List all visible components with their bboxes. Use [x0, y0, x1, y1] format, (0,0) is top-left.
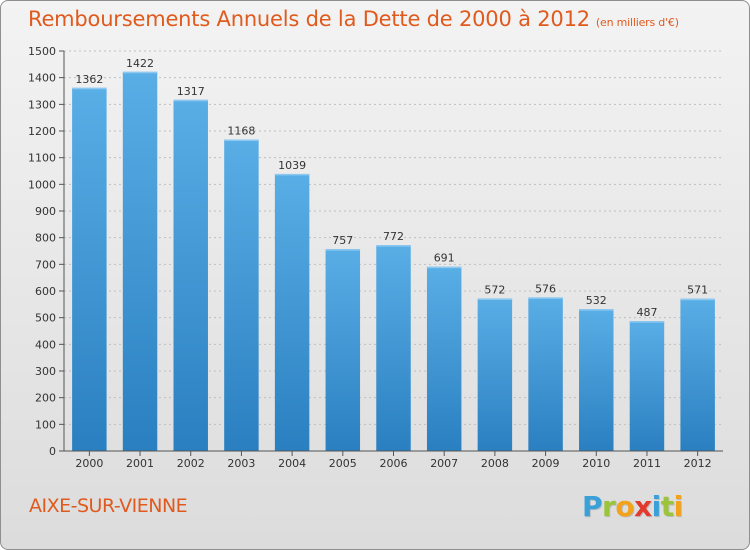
x-tick-label: 2012 [684, 457, 712, 470]
bar-top-edge [224, 139, 259, 142]
y-tick-label: 300 [35, 365, 56, 378]
y-tick-label: 400 [35, 338, 56, 351]
x-tick-label: 2003 [227, 457, 255, 470]
data-label: 571 [687, 284, 708, 297]
bar [477, 298, 513, 451]
y-tick-label: 100 [35, 418, 56, 431]
y-tick-label: 1500 [28, 45, 56, 58]
bar-top-edge [173, 99, 208, 102]
bar [122, 71, 158, 452]
data-label: 1422 [126, 57, 154, 70]
data-label: 1039 [278, 159, 306, 172]
data-label: 487 [636, 306, 657, 319]
data-label: 1317 [177, 85, 205, 98]
bar-top-edge [122, 71, 158, 74]
data-label: 772 [383, 230, 404, 243]
bar [680, 298, 715, 451]
logo-letter: i [651, 490, 662, 523]
bar [426, 266, 462, 451]
bar [528, 297, 563, 451]
chart-title-text: Remboursements Annuels de la Dette de 20… [28, 7, 590, 31]
bar-top-edge [274, 173, 310, 176]
x-tick-label: 2005 [329, 457, 357, 470]
data-label: 532 [586, 294, 607, 307]
x-tick-label: 2007 [430, 457, 458, 470]
y-tick-label: 1100 [28, 152, 56, 165]
bar-top-edge [528, 297, 563, 299]
bar-top-edge [72, 87, 107, 90]
x-tick-label: 2009 [532, 457, 560, 470]
y-tick-label: 200 [35, 392, 56, 405]
bar [376, 245, 411, 451]
bar [274, 173, 310, 451]
x-tick-label: 2011 [633, 457, 661, 470]
x-tick-label: 2006 [380, 457, 408, 470]
proxiti-logo: Proxiti [582, 490, 683, 523]
data-label: 757 [332, 234, 353, 247]
bar [579, 309, 614, 451]
x-tick-label: 2004 [278, 457, 306, 470]
bar [629, 321, 665, 451]
y-tick-label: 1200 [28, 125, 56, 138]
bar-top-edge [426, 266, 462, 269]
bar-top-edge [629, 321, 665, 323]
y-tick-label: 1400 [28, 72, 56, 85]
data-label: 572 [484, 283, 505, 296]
bar-top-edge [477, 298, 513, 300]
bar [325, 249, 361, 451]
logo-letter: o [615, 490, 635, 523]
y-tick-label: 1000 [28, 178, 56, 191]
y-tick-label: 1300 [28, 98, 56, 111]
y-tick-label: 0 [49, 445, 56, 458]
y-tick-label: 900 [35, 205, 56, 218]
bar-top-edge [680, 298, 715, 301]
data-label: 576 [535, 282, 556, 295]
logo-letter: r [602, 490, 616, 523]
bar-top-edge [579, 309, 614, 311]
chart-title-unit: (en milliers d'€) [595, 16, 679, 29]
x-tick-label: 2010 [582, 457, 610, 470]
place-label: AIXE-SUR-VIENNE [29, 495, 188, 517]
x-tick-label: 2001 [126, 457, 154, 470]
data-label: 1362 [75, 73, 103, 86]
y-tick-label: 800 [35, 232, 56, 245]
bar-top-edge [376, 245, 411, 247]
x-tick-label: 2002 [177, 457, 205, 470]
logo-letter: P [582, 490, 603, 523]
logo-letter: x [634, 490, 652, 523]
bar-top-edge [325, 249, 361, 251]
bar [173, 99, 208, 452]
y-tick-label: 700 [35, 258, 56, 271]
bar [72, 87, 107, 452]
y-tick-label: 500 [35, 312, 56, 325]
data-label: 691 [434, 252, 455, 265]
y-tick-label: 600 [35, 285, 56, 298]
bar [224, 139, 259, 452]
logo-letter: t [660, 490, 674, 523]
x-tick-label: 2008 [481, 457, 509, 470]
chart-title: Remboursements Annuels de la Dette de 20… [28, 7, 679, 31]
x-tick-label: 2000 [75, 457, 103, 470]
data-label: 1168 [227, 125, 255, 138]
logo-letter: i [673, 490, 684, 523]
